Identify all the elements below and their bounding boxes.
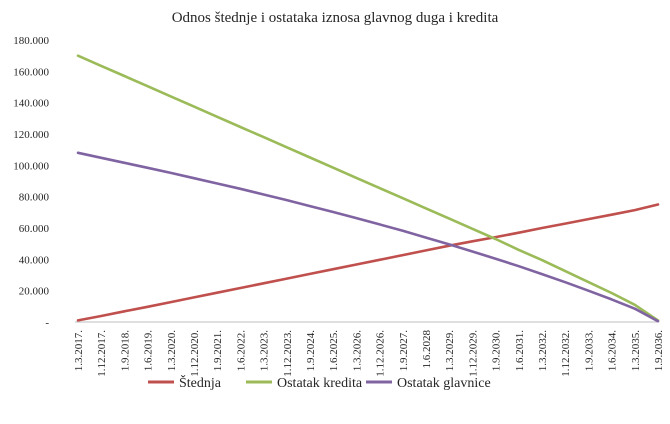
x-tick-label: 1.12.2023. [282, 330, 294, 377]
series-line-3 [76, 151, 660, 323]
x-tick-label: 1.12.2020. [189, 330, 201, 377]
series-group [76, 54, 660, 323]
x-tick-label: 1.12.2029. [467, 330, 479, 377]
x-tick-label: 1.9.2018. [119, 330, 131, 372]
x-tick-label: 1.3.2035. [630, 330, 642, 372]
x-tick-label: 1.9.2027. [398, 330, 410, 372]
x-tick-label: 1.6.2034. [607, 330, 619, 372]
series-line-1 [76, 203, 660, 322]
x-tick-label: 1.12.2032. [560, 330, 572, 377]
legend-label: Ostatak glavnice [397, 376, 491, 391]
x-axis: 1.3.2017. 1.12.2017. 1.9.2018. 1.6.2019. 1.3… [73, 321, 665, 377]
y-tick-label: 100.000 [13, 160, 49, 172]
x-tick-label: 1.9.2033. [583, 330, 595, 372]
y-tick-label: 80.000 [19, 192, 50, 204]
x-tick-label: 1.6.2031. [514, 330, 526, 372]
y-tick-label: - [45, 317, 49, 329]
y-tick-label: 140.000 [13, 98, 49, 110]
series-line-2 [76, 54, 660, 322]
x-tick-label: 1.3.2020. [166, 330, 178, 372]
y-tick-label: 40.000 [19, 254, 50, 266]
x-tick-label: 1.9.2024. [305, 330, 317, 372]
x-tick-label: 1.9.2021. [212, 330, 224, 372]
x-tick-label: 1.3.2032. [537, 330, 549, 372]
x-tick-label: 1.3.2017. [73, 330, 85, 372]
x-tick-label: 1.3.2026. [351, 330, 363, 372]
y-tick-label: 20.000 [19, 286, 50, 298]
y-axis: - 20.000 40.000 60.000 80.000 100.000 120.000 1… [13, 35, 49, 329]
x-tick-label: 1.6.2025. [328, 330, 340, 372]
x-tick-label: 1.6.2028 [421, 330, 433, 369]
x-tick-label: 1.9.2030. [491, 330, 503, 372]
x-tick-label: 1.3.2029. [444, 330, 456, 372]
x-tick-label: 1.3.2023. [259, 330, 271, 372]
y-tick-label: 180.000 [13, 35, 49, 47]
x-tick-label: 1.12.2017. [96, 330, 108, 377]
legend-label: Štednja [179, 374, 222, 391]
chart-title: Odnos štednje i ostataka iznosa glavnog … [172, 10, 499, 26]
legend-label: Ostatak kredita [277, 376, 363, 391]
legend: Štednja Ostatak kredita Ostatak glavnice [148, 374, 491, 391]
x-tick-label: 1.12.2026. [375, 330, 387, 377]
x-tick-label: 1.9.2036. [653, 330, 665, 372]
y-tick-label: 160.000 [13, 66, 49, 78]
x-tick-label: 1.6.2019. [143, 330, 155, 372]
x-tick-label: 1.6.2022. [235, 330, 247, 372]
y-tick-label: 60.000 [19, 223, 50, 235]
y-tick-label: 120.000 [13, 129, 49, 141]
